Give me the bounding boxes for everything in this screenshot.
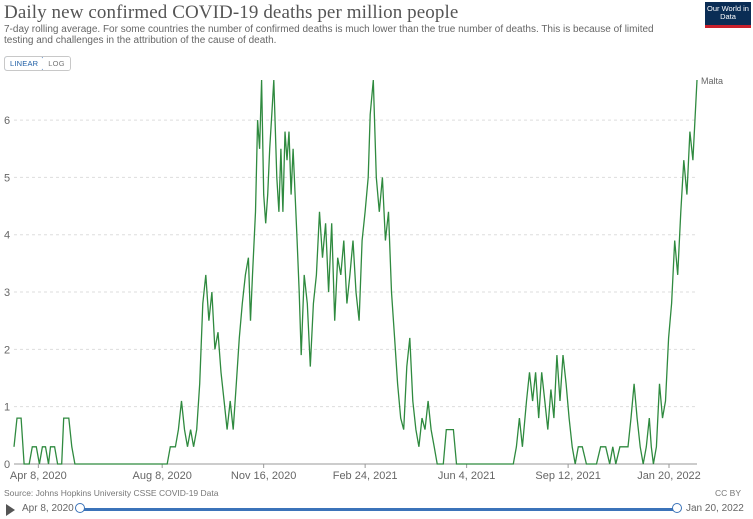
y-tick-label: 6 [4,115,10,127]
x-tick-label: Nov 16, 2020 [231,470,296,482]
x-tick-label: Feb 24, 2021 [333,470,398,482]
owid-logo[interactable]: Our World in Data [705,2,751,28]
timeline: Apr 8, 2020 Jan 20, 2022 [0,500,753,519]
linear-scale-button[interactable]: LINEAR [4,57,45,70]
chart-title: Daily new confirmed COVID-19 deaths per … [4,2,459,23]
play-icon[interactable] [6,504,15,516]
x-tick-label: Jan 20, 2022 [637,470,701,482]
x-tick-label: Jun 4, 2021 [438,470,496,482]
log-scale-button[interactable]: LOG [43,57,70,70]
chart-subtitle: 7-day rolling average. For some countrie… [4,24,654,46]
source-note[interactable]: Source: Johns Hopkins University CSSE CO… [4,488,219,498]
license-note[interactable]: CC BY [715,488,741,498]
y-tick-label: 1 [4,402,10,414]
timeline-start-label: Apr 8, 2020 [22,503,74,514]
series-label-malta: Malta [701,76,723,86]
series-line-malta[interactable] [13,79,698,465]
y-tick-label: 2 [4,344,10,356]
y-tick-label: 4 [4,230,10,242]
x-tick-label: Apr 8, 2020 [10,470,67,482]
y-tick-label: 3 [4,287,10,299]
timeline-track[interactable] [80,508,677,511]
timeline-end-label: Jan 20, 2022 [686,503,744,514]
timeline-end-handle[interactable] [672,503,682,513]
scale-toggle: LINEAR LOG [4,56,71,71]
y-tick-label: 5 [4,172,10,184]
line-chart: 0 1 2 3 4 5 6 Apr 8, 2020 Aug 8, 2020 Nov 16, 20… [4,76,723,482]
x-tick-label: Aug 8, 2020 [132,470,191,482]
y-tick-label: 0 [4,459,10,471]
timeline-start-handle[interactable] [75,503,85,513]
x-tick-label: Sep 12, 2021 [535,470,600,482]
